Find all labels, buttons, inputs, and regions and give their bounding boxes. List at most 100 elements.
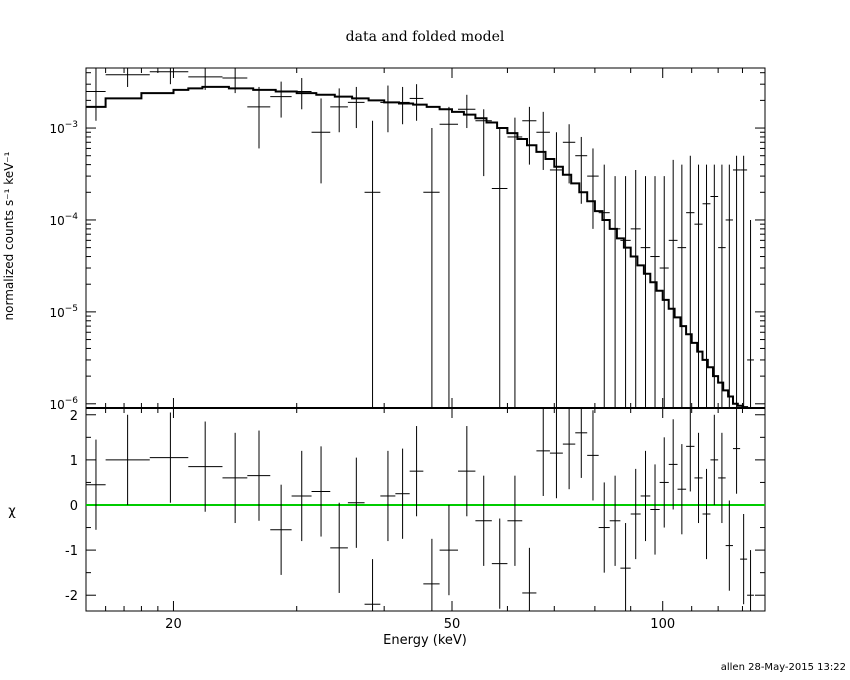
data-point [718,164,726,408]
data-point [188,68,223,90]
x-tick-label: 50 [444,617,461,632]
residual-point [677,444,687,535]
data-point [650,176,660,408]
y-tick-label: 2 [70,409,78,424]
residual-point [718,432,726,524]
data-point [536,111,550,170]
data-point [270,81,292,118]
residual-point [291,450,312,542]
residual-point [491,518,508,609]
data-point [423,128,440,408]
residual-point [694,432,703,524]
data-point [507,117,523,408]
data-point [491,128,508,408]
data-point [630,169,641,408]
data-point [725,164,733,408]
residual-point [439,504,459,596]
data-point [364,120,381,408]
residual-point [270,484,292,575]
data-point [222,68,248,94]
residual-point [747,550,754,611]
data-point [105,68,150,87]
data-point [598,164,610,408]
data-point [86,68,106,121]
residual-point [668,419,678,510]
residual-point [222,432,248,524]
data-point [710,164,719,408]
residual-point [423,538,440,611]
spectrum-frame [85,67,766,409]
residual-point [725,500,733,591]
data-point [620,176,631,408]
residual-point [650,464,660,555]
footer-stamp: allen 28-May-2015 13:22 [720,662,846,673]
data-point [747,219,754,408]
data-point [659,176,669,408]
residual-point [475,475,492,566]
residual-point [347,457,365,548]
y-tick-label: 10−4 [49,212,78,228]
data-point [522,106,537,165]
data-point [439,106,459,408]
residual-point [598,482,610,573]
residual-point [536,408,550,496]
residual-point [575,408,588,478]
data-point [575,136,588,204]
residual-point [409,426,424,517]
data-point [458,94,476,129]
data-point [686,155,695,408]
x-tick-label: 100 [650,617,675,632]
y-tick-label: 10−6 [49,396,78,412]
residual-point [549,408,563,499]
data-point [668,159,678,408]
y-axis-label-residual: χ [8,504,16,519]
y-tick-label: 1 [70,454,78,469]
data-point [549,132,563,408]
residual-point [620,523,631,611]
residual-point [247,430,271,521]
residual-point [522,547,537,611]
data-point [409,84,424,121]
chart-title: data and folded model [345,29,505,45]
residual-point [609,475,621,566]
data-point [609,176,621,408]
data-point [694,164,703,408]
data-point [311,98,331,184]
data-point [330,88,348,133]
residual-point [105,414,150,505]
residual-point [507,475,523,566]
residual-point [702,468,711,560]
residual-point [380,450,396,542]
data-point [702,164,711,408]
residual-point [640,450,651,542]
residual-point [86,439,106,530]
residual-point [710,414,719,505]
y-tick-label: 10−3 [49,120,78,136]
residual-point [395,448,410,539]
data-point [587,148,599,229]
data-point [395,86,410,125]
residual-point [364,559,381,611]
residual-point [188,421,223,512]
data-point [640,176,651,408]
residual-point [587,410,599,501]
data-point [740,155,748,408]
data-point [677,164,687,408]
y-tick-label: 10−5 [49,304,78,320]
residual-point [311,446,331,537]
y-tick-label: -2 [65,589,78,604]
x-tick-label: 20 [165,617,182,632]
residual-point [732,408,741,494]
residual-point [330,502,348,593]
spectrum-panel: 10−3 10−4 10−5 10−6 [49,67,766,412]
residual-point [659,437,669,528]
y-tick-label: 0 [70,499,78,514]
residual-point [149,412,189,503]
residual-point [740,514,748,605]
residual-frame [85,407,766,612]
residual-panel: 20 50 100 2 1 0 -1 -2 [65,407,766,632]
data-point [347,86,365,129]
data-point [149,68,189,85]
y-axis-label-spectrum: normalized counts s⁻¹ keV⁻¹ [2,151,16,320]
